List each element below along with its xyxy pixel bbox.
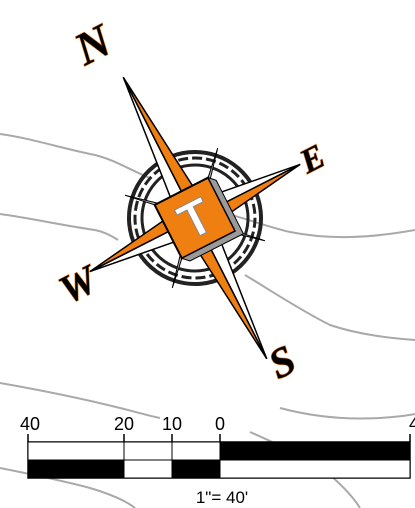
scale-tick-label: 0 [215, 414, 225, 434]
north-label: N [65, 13, 120, 75]
compass-center-bevel [180, 176, 245, 262]
contour-line [0, 467, 136, 508]
scale-bar: 40 20 10 0 40 1"= 40' [20, 414, 415, 507]
west-label: W [52, 255, 106, 312]
scale-tick-label: 10 [162, 414, 182, 434]
contour-line [0, 382, 161, 419]
compass-rose: T [89, 76, 301, 360]
south-label: S [262, 337, 304, 389]
east-label: E [293, 138, 331, 182]
scale-ratio-label: 1"= 40' [196, 488, 248, 507]
scale-tick-label: 40 [20, 414, 40, 434]
scale-tick-label: 40 [409, 414, 415, 434]
contour-line [0, 213, 119, 241]
scale-tick-label: 20 [114, 414, 134, 434]
contour-line [279, 407, 415, 420]
contour-line [0, 133, 151, 179]
contour-line [244, 274, 415, 341]
